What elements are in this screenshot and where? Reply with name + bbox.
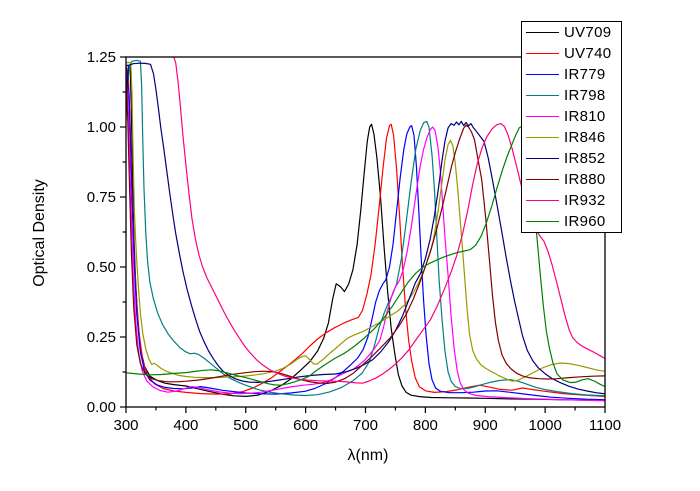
legend-line-sample [526, 32, 559, 33]
legend-label: IR960 [564, 213, 606, 230]
legend-label: IR810 [564, 108, 606, 125]
legend-line-sample [526, 179, 559, 180]
y-axis-title: Optical Density [31, 179, 48, 287]
legend-label: IR880 [564, 171, 606, 188]
x-axis-title: λ(nm) [347, 447, 389, 464]
x-tick-label: 300 [113, 417, 138, 434]
y-tick-label: 0.50 [87, 259, 116, 276]
legend-item-IR779: IR779 [522, 64, 621, 85]
series-line-IR880 [126, 68, 605, 385]
legend-item-IR960: IR960 [522, 211, 621, 232]
x-tick-label: 600 [293, 417, 318, 434]
x-tick-label: 500 [233, 417, 258, 434]
legend-line-sample [526, 116, 559, 117]
legend-item-IR810: IR810 [522, 106, 621, 127]
legend-line-sample [526, 74, 559, 75]
legend-item-IR880: IR880 [522, 169, 621, 190]
series-line-IR960 [126, 125, 605, 387]
x-tick-label: 1100 [589, 417, 621, 434]
legend-line-sample [526, 221, 559, 222]
legend-label: UV740 [564, 45, 612, 62]
legend-line-sample [526, 158, 559, 159]
legend-item-IR852: IR852 [522, 148, 621, 169]
legend-label: IR846 [564, 129, 606, 146]
y-tick-label: 1.00 [87, 119, 116, 136]
legend-line-sample [526, 137, 559, 138]
series-line-IR779 [126, 65, 605, 401]
y-tick-label: 0.00 [87, 399, 116, 416]
legend-label: IR852 [564, 150, 606, 167]
series-line-IR810 [126, 65, 605, 402]
legend-item-UV740: UV740 [522, 43, 621, 64]
series-line-IR798 [126, 59, 605, 397]
legend-line-sample [526, 53, 559, 54]
series-line-IR932 [173, 57, 605, 384]
legend-line-sample [526, 200, 559, 201]
legend-label: UV709 [564, 24, 612, 41]
legend-item-IR932: IR932 [522, 190, 621, 211]
legend-label: IR779 [564, 66, 606, 83]
x-tick-label: 800 [413, 417, 438, 434]
legend-label: IR798 [564, 87, 606, 104]
series-line-IR846 [126, 61, 605, 382]
legend-line-sample [526, 95, 559, 96]
y-tick-label: 1.25 [87, 49, 116, 66]
x-tick-label: 700 [353, 417, 378, 434]
x-tick-label: 900 [473, 417, 498, 434]
curves-group [126, 57, 605, 402]
x-tick-label: 1000 [528, 417, 561, 434]
legend-item-UV709: UV709 [522, 22, 621, 43]
x-tick-label: 400 [173, 417, 198, 434]
legend-label: IR932 [564, 192, 606, 209]
y-tick-label: 0.25 [87, 329, 116, 346]
y-tick-label: 0.75 [87, 189, 116, 206]
legend-item-IR846: IR846 [522, 127, 621, 148]
legend-item-IR798: IR798 [522, 85, 621, 106]
legend: UV709 UV740 IR779 IR798 IR810 IR846 IR852 IR880… [521, 21, 622, 233]
